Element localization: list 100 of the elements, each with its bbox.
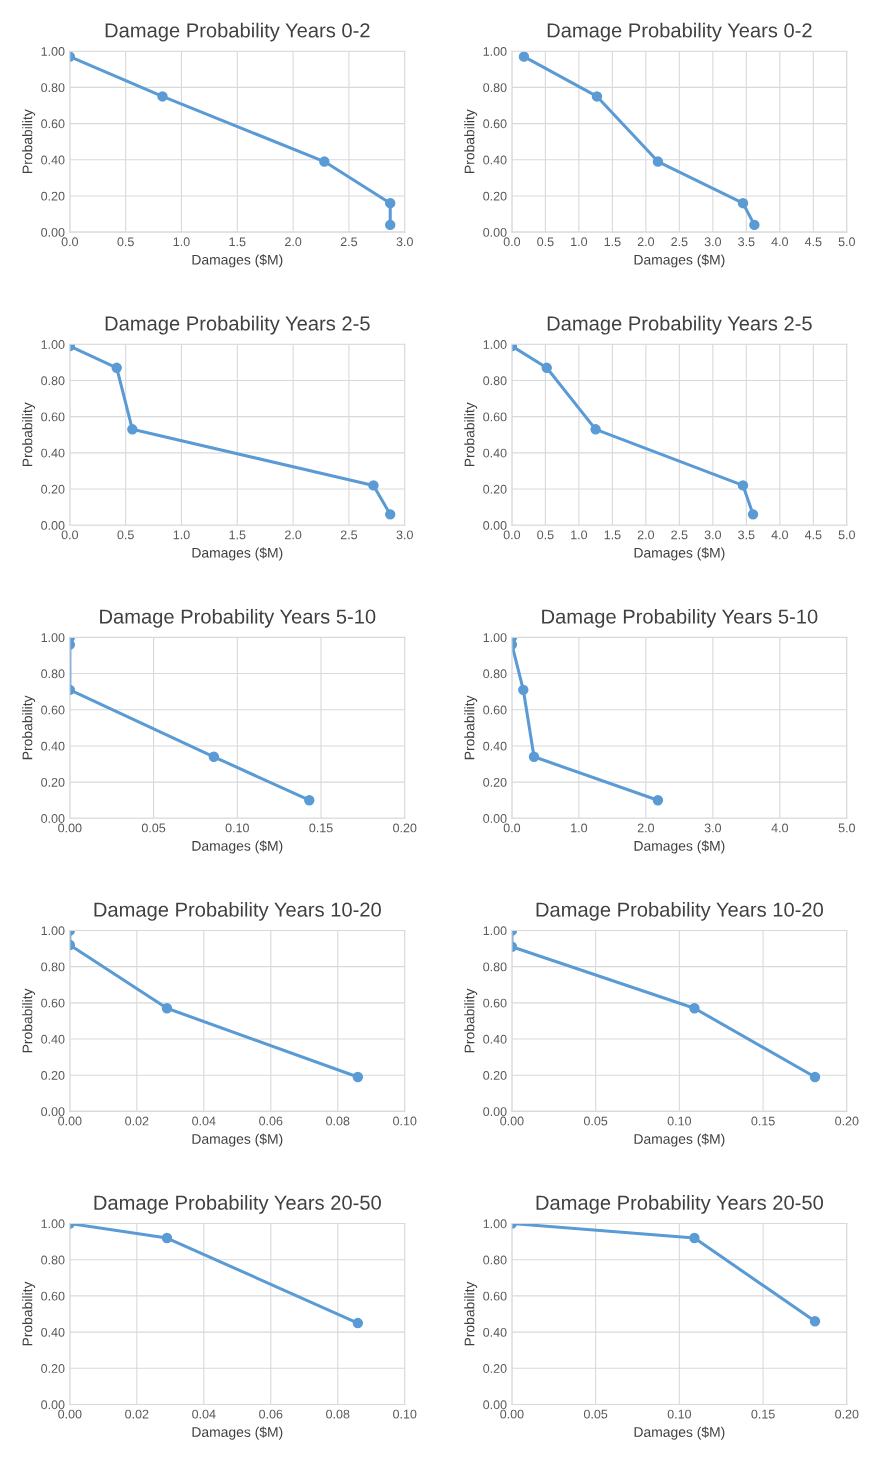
y-axis-title: Probability [464,695,478,760]
x-tick-label: 3.5 [738,530,755,540]
y-tick-label: 0.00 [41,1400,65,1410]
y-tick-label: 0.40 [41,1034,65,1044]
x-tick-label: 0.00 [58,823,82,833]
y-tick-label: 0.60 [483,119,507,129]
x-tick-label: 0.15 [751,1409,775,1419]
y-tick-label: 0.80 [41,669,65,679]
x-tick-label: 3.5 [738,237,755,247]
y-tick-label: 0.00 [483,1107,507,1117]
x-tick-label: 3.0 [396,237,413,247]
y-axis-title: Probability [22,402,36,467]
x-tick-label: 0.04 [192,1116,216,1126]
y-tick-label: 0.20 [41,1364,65,1373]
y-tick-label: 1.00 [483,47,507,56]
x-tick-label: 2.0 [637,530,655,540]
y-tick-label: 0.40 [41,1327,65,1337]
y-tick-label: 1.00 [41,926,65,936]
y-tick-label: 0.00 [483,814,507,823]
y-tick-label: 0.00 [41,227,65,237]
point [518,51,530,62]
chart-title: Damage Probability Years 5-10 [100,608,376,628]
x-tick-label: 2.0 [285,237,302,247]
x-tick-label: 0.00 [500,1116,524,1126]
point [737,197,749,209]
y-tick-label: 0.00 [41,521,65,530]
x-tick-label: 0.06 [259,1409,283,1419]
y-tick-label: 0.60 [41,412,65,422]
x-tick-label: 2.5 [340,530,358,540]
y-tick-label: 0.80 [483,669,507,679]
x-tick-label: 0.0 [61,237,79,247]
chart-title: Damage Probability Years 2-5 [105,315,370,335]
y-tick-label: 0.40 [483,448,507,458]
y-tick-label: 0.20 [483,191,507,201]
x-tick-label: 0.00 [58,1409,82,1419]
x-tick-label: 0.06 [259,1116,283,1126]
y-tick-label: 0.60 [41,1291,65,1301]
point [528,751,540,762]
x-axis-title: Damages ($M) [634,1133,725,1147]
y-tick-label: 0.40 [483,1327,507,1337]
y-tick-label: 0.00 [483,521,507,530]
y-tick-label: 0.60 [483,412,507,422]
y-tick-label: 0.60 [41,119,65,129]
point [689,1003,700,1014]
x-tick-label: 0.02 [125,1116,149,1126]
y-tick-label: 0.40 [483,741,507,751]
x-tick-label: 0.5 [537,530,554,540]
x-tick-label: 4.0 [771,823,789,833]
y-axis-title: Probability [464,402,478,467]
y-tick-label: 0.40 [41,155,65,165]
y-tick-label: 1.00 [41,633,65,643]
y-tick-label: 0.60 [483,998,507,1008]
chart-title: Damage Probability Years 20-50 [94,1195,381,1214]
y-tick-label: 0.80 [483,962,507,972]
x-tick-label: 3.0 [704,530,722,540]
x-tick-label: 0.10 [225,823,249,833]
y-axis-title: Probability [464,109,478,173]
x-tick-label: 0.15 [751,1116,775,1126]
y-tick-label: 0.40 [41,448,65,458]
x-tick-label: 1.5 [604,237,621,247]
y-tick-label: 0.20 [483,484,507,494]
y-axis-title: Probability [22,109,36,173]
y-tick-label: 0.20 [483,777,507,787]
x-axis-title: Damages ($M) [634,1426,725,1440]
x-tick-label: 0.20 [835,1116,859,1126]
x-tick-label: 2.0 [637,237,655,247]
x-tick-label: 0.05 [141,823,166,833]
y-tick-label: 0.80 [41,83,65,93]
y-tick-label: 0.60 [41,705,65,715]
x-axis-title: Damages ($M) [634,254,725,268]
x-tick-label: 3.0 [396,530,413,540]
point [689,1232,700,1244]
point [161,1232,173,1244]
point [368,480,379,491]
y-axis-title: Probability [22,988,36,1053]
y-tick-label: 0.40 [483,1034,507,1044]
x-tick-label: 1.5 [229,237,246,247]
point [319,156,330,167]
chart-title: Damage Probability Years 0-2 [105,22,370,42]
x-tick-label: 0.20 [835,1409,859,1419]
y-tick-label: 1.00 [483,340,507,349]
x-axis-title: Damages ($M) [192,547,283,561]
x-tick-label: 5.0 [838,823,856,833]
x-tick-label: 4.0 [771,237,789,247]
y-tick-label: 1.00 [483,633,507,643]
y-tick-label: 0.80 [41,376,65,386]
y-tick-label: 0.20 [41,484,65,494]
y-tick-label: 0.80 [483,1255,507,1265]
x-tick-label: 0.15 [309,823,333,833]
x-tick-label: 0.5 [537,237,554,247]
y-tick-label: 0.20 [41,777,65,787]
point [809,1316,821,1327]
y-tick-label: 1.00 [41,1219,65,1229]
x-tick-label: 1.0 [173,530,190,540]
x-tick-label: 2.0 [637,823,655,833]
point [352,1317,364,1329]
x-tick-label: 0.10 [667,1116,692,1126]
x-tick-label: 1.0 [173,237,190,247]
point [652,156,664,167]
point [385,219,396,231]
